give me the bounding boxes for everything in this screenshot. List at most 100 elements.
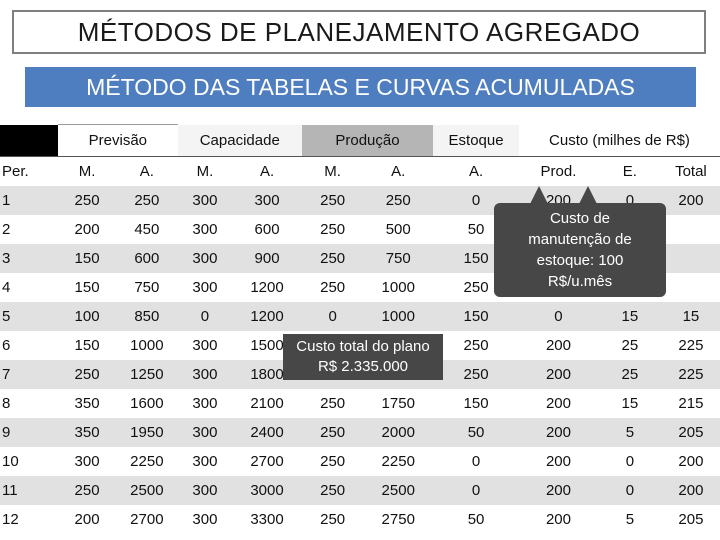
table-cell: 250 — [433, 331, 519, 360]
table-cell: 300 — [177, 331, 233, 360]
table-cell: 2700 — [232, 447, 302, 476]
table-cell: 12 — [0, 505, 59, 534]
table-cell: 150 — [433, 302, 519, 331]
table-cell: 2250 — [116, 447, 178, 476]
callout-pointer — [579, 186, 597, 204]
table-cell: 15 — [661, 302, 720, 331]
header-previsao: Previsão — [58, 124, 178, 157]
table-cell: 0 — [177, 302, 233, 331]
table-cell: 200 — [519, 418, 598, 447]
table-cell — [661, 273, 720, 302]
table-row: 5 100 850 0 1200 0 1000 150 0 15 15 — [0, 302, 720, 331]
table-cell: 250 — [301, 447, 364, 476]
table-cell: 850 — [116, 302, 178, 331]
table-cell: 250 — [301, 244, 364, 273]
table-cell: 225 — [661, 360, 720, 389]
table-cell: 200 — [58, 505, 117, 534]
planning-table: Previsão Capacidade Produção Estoque Cus… — [0, 124, 720, 534]
column-header: A. — [232, 156, 302, 186]
table-cell: 1600 — [116, 389, 178, 418]
table-cell: 0 — [433, 447, 519, 476]
column-header: Total — [661, 156, 720, 186]
table-cell: 300 — [177, 273, 233, 302]
table-cell: 200 — [661, 476, 720, 505]
table-cell: 150 — [58, 244, 117, 273]
header-corner — [0, 124, 59, 157]
table-cell: 5 — [597, 418, 662, 447]
table-cell: 215 — [661, 389, 720, 418]
table-cell: 250 — [301, 389, 364, 418]
table-cell: 5 — [597, 505, 662, 534]
callout-line: Custo de — [549, 210, 611, 227]
table-cell: 350 — [58, 389, 117, 418]
table-cell: 4 — [0, 273, 59, 302]
table-cell: 2500 — [116, 476, 178, 505]
column-header: A. — [116, 156, 178, 186]
table-cell: 750 — [116, 273, 178, 302]
table-cell: 1000 — [116, 331, 178, 360]
table-cell: 225 — [661, 331, 720, 360]
table-cell: 250 — [58, 186, 117, 215]
table-cell: 1200 — [232, 273, 302, 302]
table-cell: 300 — [177, 418, 233, 447]
table-row: 8 350 1600 300 2100 250 1750 150 200 15 215 — [0, 389, 720, 418]
table-cell: 2 — [0, 215, 59, 244]
table-cell: 7 — [0, 360, 59, 389]
table-cell: 1200 — [232, 302, 302, 331]
callout-pointer — [530, 186, 548, 204]
table-cell: 200 — [519, 331, 598, 360]
table-row: 12 200 2700 300 3300 250 2750 50 200 5 205 — [0, 505, 720, 534]
table-cell: 200 — [661, 447, 720, 476]
table-cell: 200 — [661, 186, 720, 215]
table-cell: 15 — [597, 302, 662, 331]
callout-line: manutenção de — [528, 231, 632, 248]
table-cell: 6 — [0, 331, 59, 360]
table-row: 10 300 2250 300 2700 250 2250 0 200 0 200 — [0, 447, 720, 476]
table-cell: 11 — [0, 476, 59, 505]
table-cell: 10 — [0, 447, 59, 476]
table-cell: 200 — [519, 447, 598, 476]
header-custo: Custo (milhes de R$) — [519, 124, 720, 157]
table-cell: 300 — [177, 360, 233, 389]
table-cell: 250 — [301, 505, 364, 534]
table-cell: 0 — [433, 186, 519, 215]
table-cell: 2400 — [232, 418, 302, 447]
table-cell: 1750 — [363, 389, 434, 418]
column-header: Per. — [0, 156, 59, 186]
table-cell: 300 — [177, 389, 233, 418]
table-cell: 3 — [0, 244, 59, 273]
table-cell: 50 — [433, 505, 519, 534]
table-cell: 300 — [177, 186, 233, 215]
table-cell: 5 — [0, 302, 59, 331]
header-capacidade: Capacidade — [177, 124, 302, 157]
table-cell: 0 — [519, 302, 598, 331]
column-header-row: Per. M. A. M. A. M. A. A. Prod. E. Total — [0, 156, 720, 186]
table-cell: 2500 — [363, 476, 434, 505]
slide-title: MÉTODOS DE PLANEJAMENTO AGREGADO — [12, 10, 706, 54]
table-cell: 3300 — [232, 505, 302, 534]
table-cell: 0 — [433, 476, 519, 505]
table-cell: 25 — [597, 331, 662, 360]
table-cell: 1000 — [363, 302, 434, 331]
table-cell: 100 — [58, 302, 117, 331]
table-cell: 250 — [58, 476, 117, 505]
callout-line: R$/u.mês — [547, 273, 613, 290]
header-estoque: Estoque — [433, 124, 519, 157]
table-cell: 2750 — [363, 505, 434, 534]
table-cell: 350 — [58, 418, 117, 447]
table-cell: 250 — [363, 186, 434, 215]
table-cell: 200 — [519, 360, 598, 389]
column-header: A. — [433, 156, 519, 186]
table-cell: 205 — [661, 418, 720, 447]
table-cell: 2100 — [232, 389, 302, 418]
table-cell: 50 — [433, 418, 519, 447]
table-cell: 300 — [58, 447, 117, 476]
table-cell: 205 — [661, 505, 720, 534]
table-cell: 0 — [301, 302, 364, 331]
table-cell: 150 — [58, 273, 117, 302]
table-cell: 250 — [116, 186, 178, 215]
table-cell: 250 — [301, 476, 364, 505]
table-cell: 1250 — [116, 360, 178, 389]
column-header: M. — [301, 156, 364, 186]
column-header: A. — [363, 156, 434, 186]
